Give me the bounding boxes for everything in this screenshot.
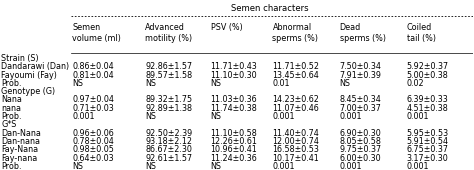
Text: 11.40±0.74: 11.40±0.74 — [273, 129, 319, 138]
Text: 92.61±1.57: 92.61±1.57 — [146, 154, 192, 163]
Text: 0.81±0.04: 0.81±0.04 — [72, 71, 114, 80]
Text: 8.05±0.58: 8.05±0.58 — [339, 137, 382, 146]
Text: Dead
sperms (%): Dead sperms (%) — [339, 23, 385, 43]
Text: 0.86±0.04: 0.86±0.04 — [72, 62, 114, 71]
Text: 11.07±0.46: 11.07±0.46 — [273, 104, 319, 113]
Text: 6.75±0.37: 6.75±0.37 — [407, 145, 449, 154]
Text: Dandarawi (Dan): Dandarawi (Dan) — [1, 62, 69, 71]
Text: 5.91±0.54: 5.91±0.54 — [407, 137, 449, 146]
Text: 11.03±0.36: 11.03±0.36 — [210, 95, 257, 104]
Text: 0.001: 0.001 — [339, 112, 362, 121]
Text: 6.00±0.30: 6.00±0.30 — [339, 154, 381, 163]
Text: 93.18±2.12: 93.18±2.12 — [146, 137, 192, 146]
Text: 11.74±0.38: 11.74±0.38 — [210, 104, 257, 113]
Text: 3.17±0.30: 3.17±0.30 — [407, 154, 448, 163]
Text: 7.00±0.37: 7.00±0.37 — [339, 104, 382, 113]
Text: Genotype (G): Genotype (G) — [1, 87, 55, 96]
Text: 7.50±0.34: 7.50±0.34 — [339, 62, 382, 71]
Text: 0.98±0.05: 0.98±0.05 — [72, 145, 114, 154]
Text: Dan-nana: Dan-nana — [1, 137, 40, 146]
Text: Fay-Nana: Fay-Nana — [1, 145, 38, 154]
Text: 92.89±1.38: 92.89±1.38 — [146, 104, 192, 113]
Text: 89.57±1.58: 89.57±1.58 — [146, 71, 192, 80]
Text: NS: NS — [210, 79, 221, 88]
Text: 0.001: 0.001 — [72, 112, 94, 121]
Text: 0.001: 0.001 — [273, 112, 295, 121]
Text: 11.24±0.36: 11.24±0.36 — [210, 154, 257, 163]
Text: 0.02: 0.02 — [407, 79, 424, 88]
Text: 5.95±0.53: 5.95±0.53 — [407, 129, 449, 138]
Text: Coiled
tail (%): Coiled tail (%) — [407, 23, 436, 43]
Text: 11.10±0.30: 11.10±0.30 — [210, 71, 257, 80]
Text: 89.32±1.75: 89.32±1.75 — [146, 95, 192, 104]
Text: 0.97±0.04: 0.97±0.04 — [72, 95, 114, 104]
Text: NS: NS — [146, 112, 156, 121]
Text: NS: NS — [72, 79, 83, 88]
Text: 11.71±0.43: 11.71±0.43 — [210, 62, 257, 71]
Text: 0.001: 0.001 — [339, 162, 362, 170]
Text: Semen
volume (ml): Semen volume (ml) — [72, 23, 121, 43]
Text: 11.10±0.58: 11.10±0.58 — [210, 129, 257, 138]
Text: 92.50±2.39: 92.50±2.39 — [146, 129, 192, 138]
Text: 5.92±0.37: 5.92±0.37 — [407, 62, 449, 71]
Text: NS: NS — [72, 162, 83, 170]
Text: 0.71±0.03: 0.71±0.03 — [72, 104, 114, 113]
Text: 16.58±0.53: 16.58±0.53 — [273, 145, 319, 154]
Text: Prob.: Prob. — [1, 112, 22, 121]
Text: Abnormal
sperms (%): Abnormal sperms (%) — [273, 23, 319, 43]
Text: 0.78±0.04: 0.78±0.04 — [72, 137, 114, 146]
Text: 86.67±2.30: 86.67±2.30 — [146, 145, 192, 154]
Text: 0.001: 0.001 — [273, 162, 295, 170]
Text: NS: NS — [146, 162, 156, 170]
Text: 13.45±0.64: 13.45±0.64 — [273, 71, 319, 80]
Text: 12.00±0.74: 12.00±0.74 — [273, 137, 319, 146]
Text: NS: NS — [339, 79, 351, 88]
Text: 92.86±1.57: 92.86±1.57 — [146, 62, 192, 71]
Text: NS: NS — [210, 162, 221, 170]
Text: NS: NS — [210, 112, 221, 121]
Text: 6.90±0.30: 6.90±0.30 — [339, 129, 381, 138]
Text: 9.75±0.37: 9.75±0.37 — [339, 145, 382, 154]
Text: 7.91±0.39: 7.91±0.39 — [339, 71, 382, 80]
Text: Prob.: Prob. — [1, 162, 22, 170]
Text: Dan-Nana: Dan-Nana — [1, 129, 41, 138]
Text: 0.001: 0.001 — [407, 162, 429, 170]
Text: 11.71±0.52: 11.71±0.52 — [273, 62, 319, 71]
Text: 14.23±0.62: 14.23±0.62 — [273, 95, 319, 104]
Text: Fayoumi (Fay): Fayoumi (Fay) — [1, 71, 57, 80]
Text: PSV (%): PSV (%) — [210, 23, 242, 32]
Text: 6.39±0.33: 6.39±0.33 — [407, 95, 448, 104]
Text: 5.00±0.38: 5.00±0.38 — [407, 71, 448, 80]
Text: 0.96±0.06: 0.96±0.06 — [72, 129, 114, 138]
Text: 12.26±0.61: 12.26±0.61 — [210, 137, 257, 146]
Text: Semen characters: Semen characters — [231, 4, 309, 13]
Text: 10.17±0.41: 10.17±0.41 — [273, 154, 319, 163]
Text: 4.51±0.38: 4.51±0.38 — [407, 104, 448, 113]
Text: Strain (S): Strain (S) — [1, 54, 39, 63]
Text: nana: nana — [1, 104, 21, 113]
Text: G*S: G*S — [1, 120, 17, 129]
Text: 10.96±0.41: 10.96±0.41 — [210, 145, 257, 154]
Text: 0.01: 0.01 — [273, 79, 290, 88]
Text: 8.45±0.34: 8.45±0.34 — [339, 95, 381, 104]
Text: 0.001: 0.001 — [407, 112, 429, 121]
Text: 0.64±0.03: 0.64±0.03 — [72, 154, 114, 163]
Text: Nana: Nana — [1, 95, 22, 104]
Text: Prob.: Prob. — [1, 79, 22, 88]
Text: NS: NS — [146, 79, 156, 88]
Text: Fay-nana: Fay-nana — [1, 154, 37, 163]
Text: Advanced
motility (%): Advanced motility (%) — [146, 23, 192, 43]
